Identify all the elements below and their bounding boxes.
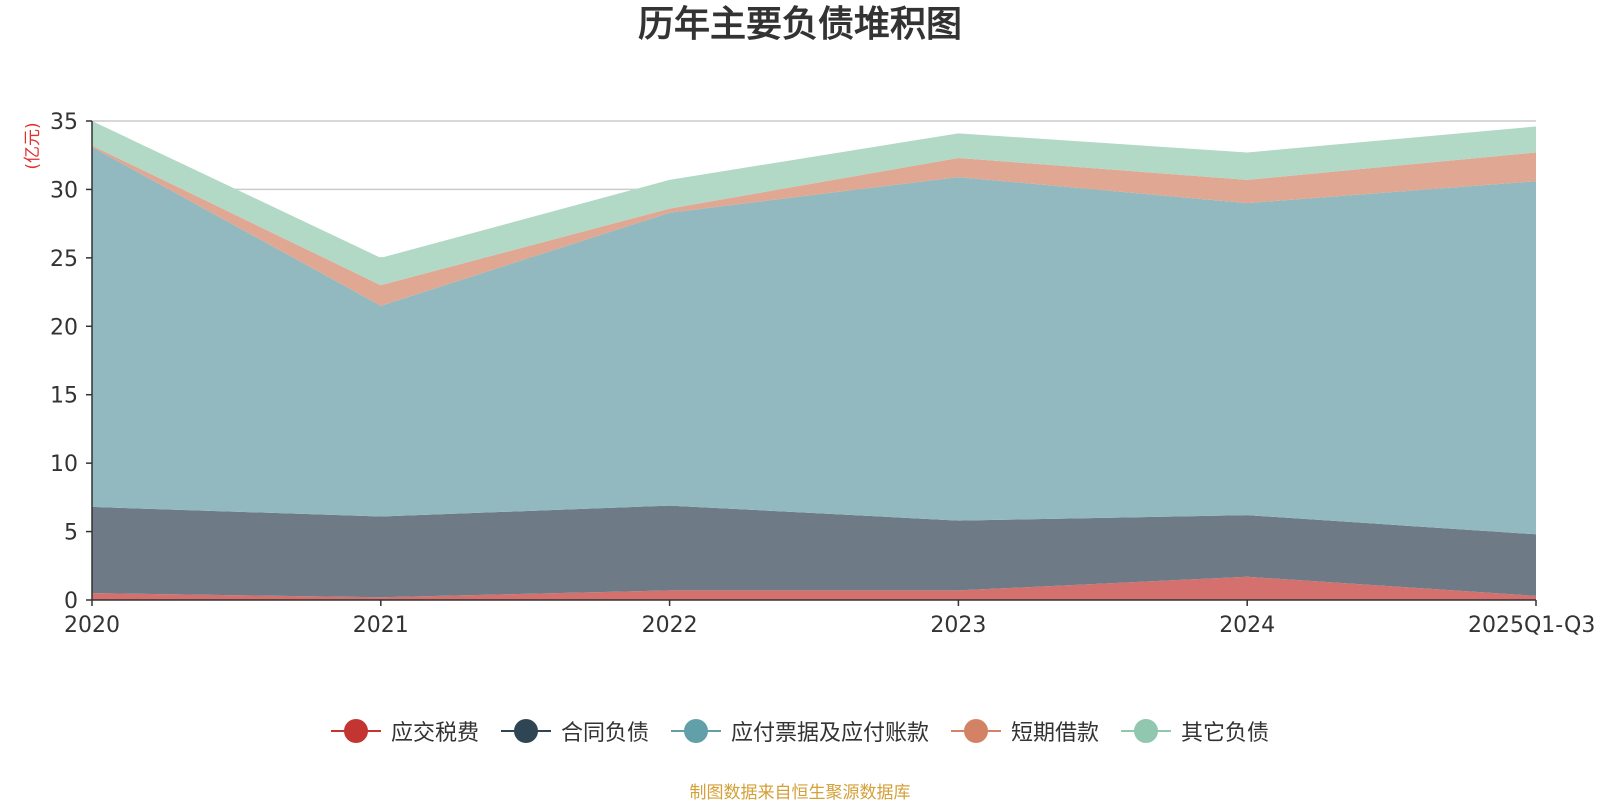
area-series-layer	[92, 121, 1536, 600]
legend-marker-icon	[670, 718, 721, 744]
x-tick-label-5: 2025Q1-Q3	[1468, 613, 1595, 638]
legend-item-2[interactable]: 应付票据及应付账款	[670, 715, 929, 747]
y-tick-label-20: 20	[50, 315, 78, 340]
legend-marker-icon	[500, 718, 551, 744]
y-tick-label-25: 25	[50, 247, 78, 272]
y-tick-label-35: 35	[50, 110, 78, 135]
legend-label: 应交税费	[390, 721, 479, 746]
legend-item-4[interactable]: 其它负债	[1121, 715, 1269, 747]
area-series-3[interactable]	[92, 145, 1536, 306]
data-source-note: 制图数据来自恒生聚源数据库	[689, 783, 911, 800]
legend-item-1[interactable]: 合同负债	[500, 715, 649, 747]
legend: 应交税费 合同负债 应付票据及应付账款 短期借款 其它负债	[0, 715, 1600, 747]
x-tick-label-2: 2022	[642, 613, 698, 638]
area-series-2[interactable]	[92, 147, 1536, 535]
x-tick-label-4: 2024	[1219, 613, 1275, 638]
legend-marker-icon	[330, 718, 381, 744]
x-tick-label-1: 2021	[353, 613, 409, 638]
legend-marker-icon	[951, 718, 1001, 744]
legend-label: 其它负债	[1181, 721, 1270, 746]
legend-label: 短期借款	[1011, 721, 1100, 746]
legend-marker-icon	[1121, 718, 1172, 744]
y-tick-label-10: 10	[50, 452, 78, 477]
y-tick-label-0: 0	[64, 589, 78, 614]
area-series-1[interactable]	[92, 505, 1536, 598]
area-series-4[interactable]	[92, 121, 1536, 286]
area-series-0[interactable]	[92, 576, 1536, 600]
y-tick-label-5: 5	[64, 521, 78, 546]
chart-title: 历年主要负债堆积图	[637, 4, 962, 45]
legend-item-0[interactable]: 应交税费	[330, 715, 479, 747]
legend-label: 合同负债	[560, 721, 649, 746]
legend-label: 应付票据及应付账款	[730, 721, 929, 746]
x-tick-label-0: 2020	[64, 613, 120, 638]
axes: 0 5 10 15 20 25 30 35 2020 2021 2022 2023 2024 2025Q1…	[23, 110, 1595, 638]
y-tick-label-15: 15	[50, 384, 78, 409]
legend-item-3[interactable]: 短期借款	[951, 715, 1099, 747]
y-tick-label-30: 30	[50, 178, 78, 203]
y-axis-unit-label: (亿元)	[23, 122, 43, 169]
x-tick-label-3: 2023	[930, 613, 986, 638]
